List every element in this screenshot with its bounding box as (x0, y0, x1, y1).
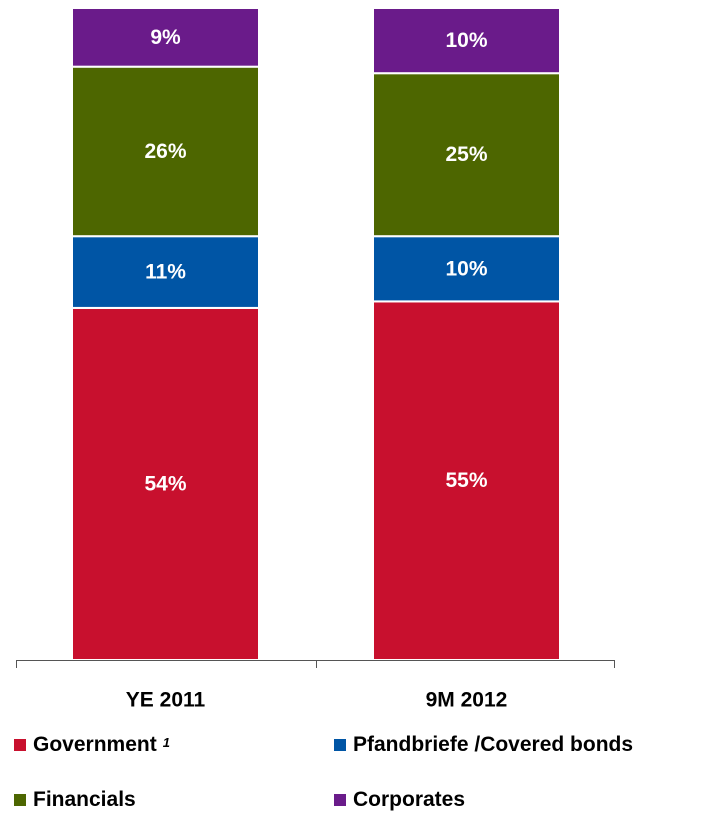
x-tick-label-ye-2011: YE 2011 (126, 689, 206, 712)
data-label-ye-2011-pfandbriefe-covered-bonds: 11% (145, 261, 186, 284)
bar-segment-9m-2012-government (372, 300, 561, 661)
bar-segment-ye-2011-government (71, 306, 260, 661)
data-label-9m-2012-corporates: 10% (445, 29, 487, 52)
bar-segment-9m-2012-corporates (372, 7, 561, 75)
data-label-9m-2012-government: 55% (445, 469, 487, 492)
data-label-ye-2011-financials: 26% (144, 140, 186, 163)
bar-segment-ye-2011-pfandbriefe-covered-bonds (71, 235, 260, 309)
data-label-ye-2011-government: 54% (144, 472, 186, 495)
data-label-9m-2012-financials: 25% (445, 143, 487, 166)
bar-segment-ye-2011-corporates (71, 7, 260, 68)
data-label-ye-2011-corporates: 9% (150, 26, 181, 49)
bars-layer: 54% 11% 26% 9% 55% 10% 25% 10% (71, 7, 561, 661)
x-axis: YE 2011 9M 2012 (16, 660, 615, 712)
bar-segment-9m-2012-pfandbriefe-covered-bonds (372, 235, 561, 303)
data-label-9m-2012-pfandbriefe-covered-bonds: 10% (445, 257, 487, 280)
x-tick-label-9m-2012: 9M 2012 (426, 689, 508, 712)
bar-segment-9m-2012-financials (372, 72, 561, 238)
